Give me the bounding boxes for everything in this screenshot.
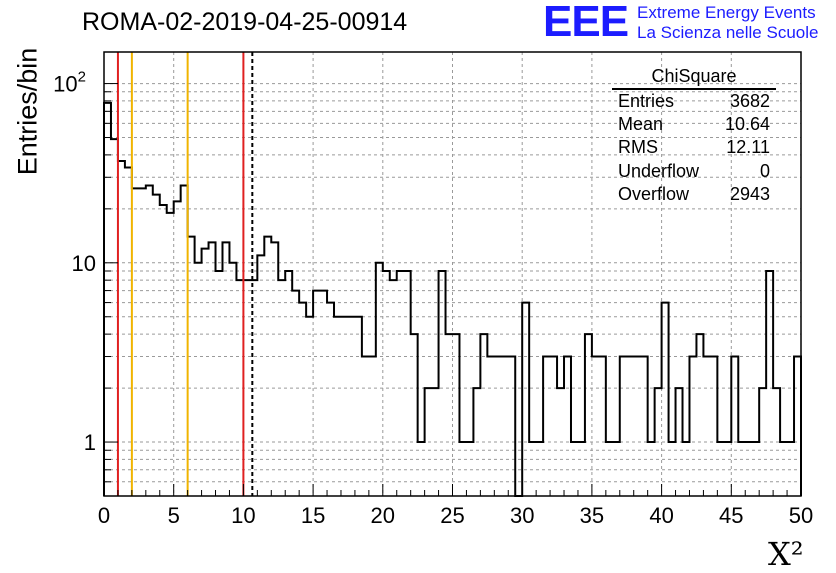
x-tick-label: 20 xyxy=(371,503,395,528)
y-axis-label: Entries/bin xyxy=(12,47,43,176)
stats-row-rms: RMS 12.11 xyxy=(608,136,778,159)
stats-row-underflow: Underflow 0 xyxy=(608,160,778,183)
stats-label: RMS xyxy=(618,137,658,158)
stats-label: Mean xyxy=(618,114,664,135)
x-tick-label: 5 xyxy=(168,503,180,528)
stats-label: Underflow xyxy=(618,160,700,181)
logo-line-2: La Scienza nelle Scuole xyxy=(637,23,819,42)
stats-label: Entries xyxy=(618,91,675,111)
y-tick-label: 10 xyxy=(72,251,96,276)
stats-value: 3682 xyxy=(729,91,770,111)
x-axis-label: X² xyxy=(768,535,804,573)
x-tick-label: 50 xyxy=(789,503,813,528)
chart-title: ROMA-02-2019-04-25-00914 xyxy=(82,8,408,36)
stats-title: ChiSquare xyxy=(612,66,776,90)
x-tick-label: 0 xyxy=(98,503,110,528)
x-tick-label: 40 xyxy=(649,503,673,528)
x-tick-label: 15 xyxy=(301,503,325,528)
histogram-outline xyxy=(103,101,802,497)
stats-value: 10.64 xyxy=(724,114,770,135)
stats-row-entries: Entries 3682 xyxy=(608,90,778,113)
x-tick-label: 35 xyxy=(580,503,604,528)
x-tick-label: 10 xyxy=(231,503,255,528)
eee-logo: EEE xyxy=(543,0,629,46)
stats-value: 12.11 xyxy=(726,137,770,158)
stats-row-overflow: Overflow 2943 xyxy=(608,183,778,206)
stats-label: Overflow xyxy=(618,183,690,204)
stats-row-mean: Mean 10.64 xyxy=(608,113,778,136)
stats-value: 2943 xyxy=(729,183,770,204)
x-tick-label: 25 xyxy=(440,503,464,528)
stats-box: ChiSquare Entries 3682 Mean 10.64 RMS 12.11… xyxy=(608,66,778,206)
logo-line-1: Extreme Energy Events xyxy=(637,3,816,22)
y-tick-label: 1 xyxy=(84,430,96,455)
x-tick-label: 45 xyxy=(719,503,743,528)
y-tick-label: 102 xyxy=(53,69,86,97)
stats-value: 0 xyxy=(759,160,770,181)
x-tick-label: 30 xyxy=(510,503,534,528)
